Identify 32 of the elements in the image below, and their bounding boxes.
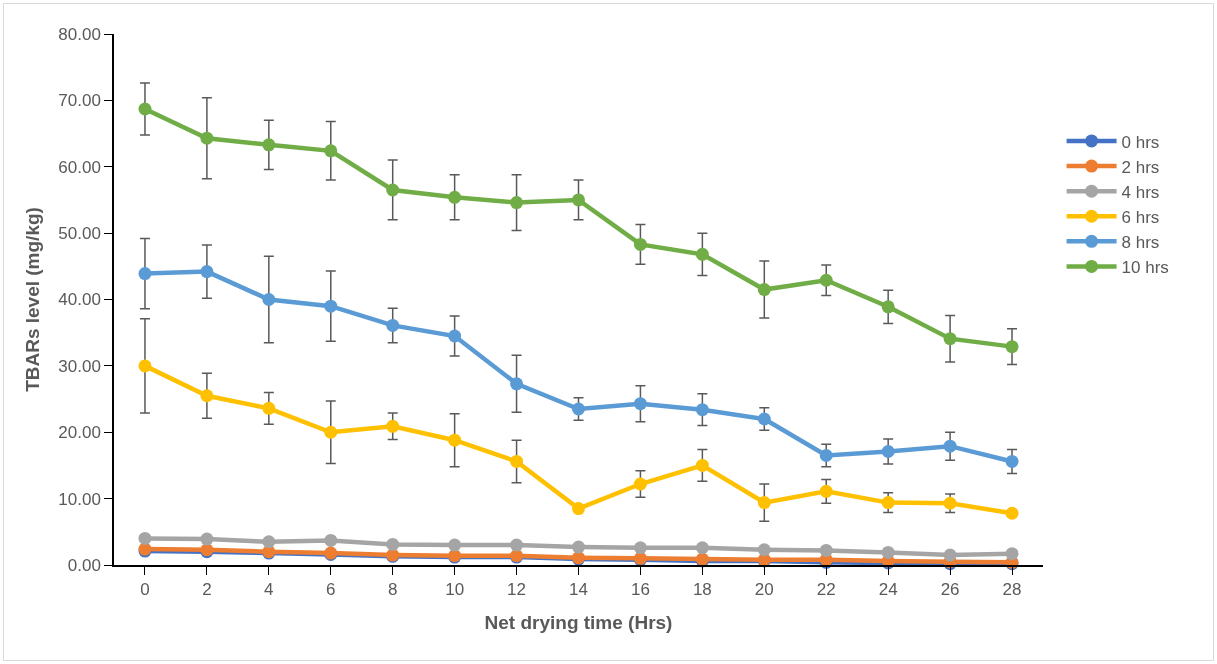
x-tick-label: 6: [326, 580, 336, 600]
x-tick-label: 24: [878, 580, 898, 600]
legend-label: 6 hrs: [1121, 207, 1160, 227]
x-tick-label: 18: [692, 580, 712, 600]
legend-label: 8 hrs: [1121, 233, 1160, 252]
x-tick-label: 16: [630, 580, 650, 600]
y-tick-label: 40.00: [58, 290, 101, 310]
x-tick-label: 14: [569, 580, 588, 600]
legend-label: 0 hrs: [1121, 132, 1160, 152]
x-tick-label: 2: [202, 580, 212, 600]
x-tick-label: 4: [264, 580, 274, 600]
legend-label: 10 hrs: [1121, 258, 1169, 278]
y-axis-title: TBARs level (mg/kg): [21, 207, 43, 392]
y-tick-label: 20.00: [58, 423, 101, 443]
x-tick-label: 26: [940, 580, 960, 600]
y-tick-label: 0.00: [67, 555, 101, 575]
x-tick-label: 28: [1002, 580, 1022, 600]
y-tick-label: 10.00: [58, 489, 101, 509]
legend-label: 2 hrs: [1121, 157, 1160, 177]
y-tick-label: 50.00: [58, 224, 101, 244]
y-tick-label: 60.00: [58, 157, 101, 177]
x-tick-label: 8: [387, 580, 398, 600]
x-tick-label: 20: [754, 580, 774, 600]
y-tick-label: 80.00: [58, 24, 101, 44]
x-tick-label: 22: [816, 580, 836, 600]
x-tick-label: 10: [445, 580, 465, 600]
x-tick-label: 0: [140, 580, 150, 600]
x-tick-label: 12: [507, 580, 527, 600]
y-tick-label: 70.00: [58, 91, 101, 111]
y-tick-label: 30.00: [58, 356, 101, 376]
x-axis-title: Net drying time (Hrs): [484, 612, 673, 634]
legend-label: 4 hrs: [1121, 182, 1160, 202]
